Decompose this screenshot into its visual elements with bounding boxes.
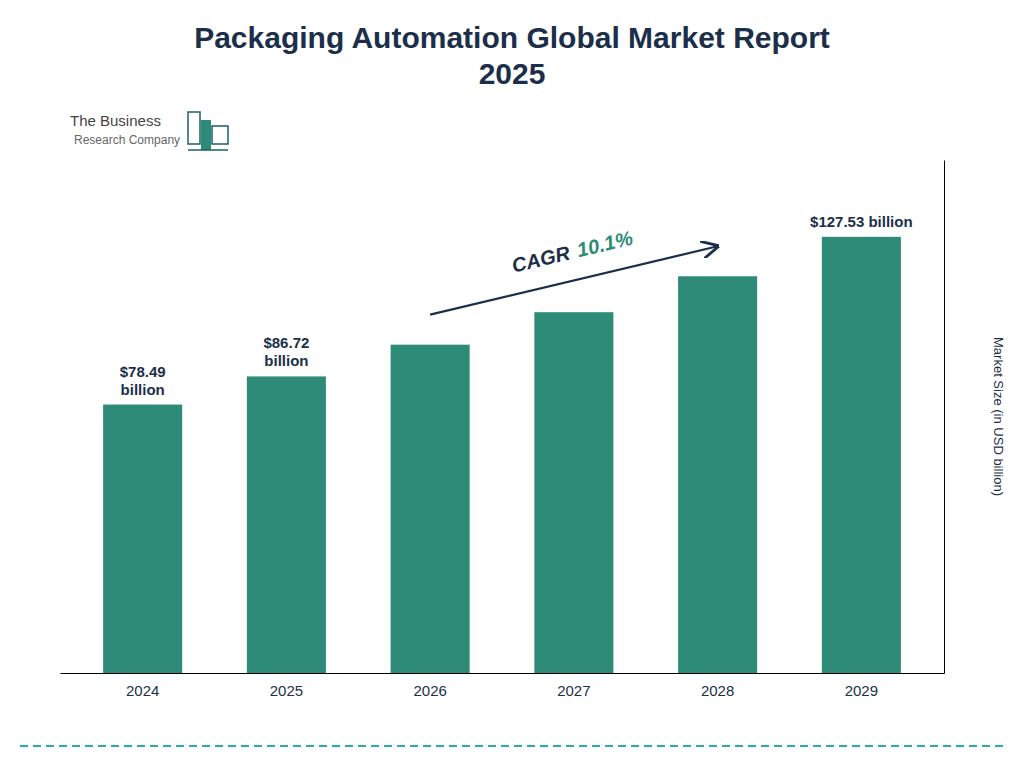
data-label-line: billion [121,381,165,398]
cagr-label-text: CAGR [510,242,573,277]
data-label: $86.72billion [263,334,309,369]
x-tick-label: 2025 [270,682,303,699]
data-label-line: $127.53 billion [810,213,913,230]
x-tick-label: 2026 [413,682,446,699]
bar [247,376,326,673]
x-tick-label: 2024 [126,682,159,699]
logo-subtext: Research Company [74,133,180,147]
data-label: $127.53 billion [810,213,913,230]
x-tick: 2026 [413,673,446,699]
bottom-rule [20,745,1004,747]
data-label-line: $86.72 [263,334,309,351]
chart-svg: Packaging Automation Global Market Repor… [0,0,1024,768]
data-label-line: $78.49 [120,363,166,380]
x-tick: 2029 [845,673,878,699]
x-axis-line [61,673,945,674]
logo: The Business Research Company [70,112,228,150]
y-axis-line [944,161,945,674]
x-tick: 2028 [701,673,734,699]
x-tick-label: 2027 [557,682,590,699]
logo-text: The Business [70,112,161,129]
data-label: $78.49billion [120,363,166,398]
x-tick-label: 2028 [701,682,734,699]
logo-shape [201,120,211,150]
plot-area: 202420252026202720282029$78.49billion$86… [61,161,945,699]
y-axis-title: Market Size (in USD billion) [991,337,1006,496]
bar [822,237,901,673]
chart-title-line: Packaging Automation Global Market Repor… [194,21,830,54]
bar [391,345,470,673]
chart-container: Packaging Automation Global Market Repor… [0,0,1024,768]
logo-shape [212,126,228,144]
bar [103,405,182,673]
data-labels: $78.49billion$86.72billion$127.53 billio… [120,213,913,398]
logo-shape [188,112,200,144]
chart-title: Packaging Automation Global Market Repor… [194,21,830,90]
chart-title-line: 2025 [479,57,546,90]
bars [103,237,901,673]
bar [534,312,613,673]
logo-shape [188,149,228,151]
y-axis [944,161,945,674]
cagr-arrow [430,246,717,314]
data-label-line: billion [264,352,308,369]
x-axis: 2024 2025 2026 2027 2028 2029 [61,673,945,699]
x-tick: 2025 [270,673,303,699]
bar [678,276,757,673]
cagr-label: CAGR10.1% [510,227,636,277]
x-tick: 2027 [557,673,590,699]
x-tick-label: 2029 [845,682,878,699]
x-tick: 2024 [126,673,159,699]
cagr-value: 10.1% [575,227,635,262]
